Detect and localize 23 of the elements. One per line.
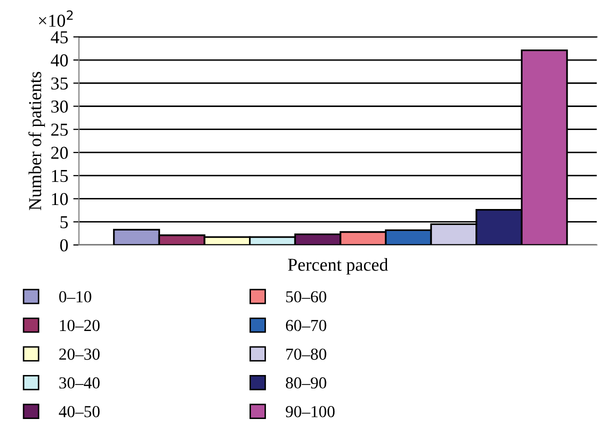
- text: ×10$^{2}$: [38, 10, 73, 27]
- legend-label: 50–60: [286, 291, 326, 302]
- legend-label: 90–100: [286, 406, 335, 418]
- legend-label: 70–80: [286, 348, 326, 360]
- y-tick-label: 45: [50, 31, 68, 44]
- y-tick-label: 35: [51, 77, 68, 90]
- legend-label: 10–20: [60, 320, 100, 332]
- y-tick-label: 10: [52, 192, 68, 206]
- y-axis-title: Number of patients: [28, 72, 45, 210]
- y-tick-label: 15: [52, 170, 68, 182]
- legend-label: 30–40: [59, 377, 100, 389]
- legend-label: 80–90: [286, 377, 326, 389]
- legend-label: 20–30: [59, 348, 100, 360]
- x-axis-title: Percent paced: [288, 258, 388, 275]
- legend-label: 0–10: [59, 291, 92, 302]
- y-tick-label: 25: [51, 124, 68, 136]
- y-tick-label: 40: [50, 54, 68, 66]
- y-tick-label: 0: [60, 239, 68, 252]
- y-tick-label: 30: [51, 100, 68, 113]
- y-tick-label: 20: [51, 146, 68, 159]
- legend-label: 40–50: [58, 406, 100, 418]
- legend-label: 60–70: [286, 320, 326, 332]
- y-tick-label: 5: [60, 216, 68, 228]
